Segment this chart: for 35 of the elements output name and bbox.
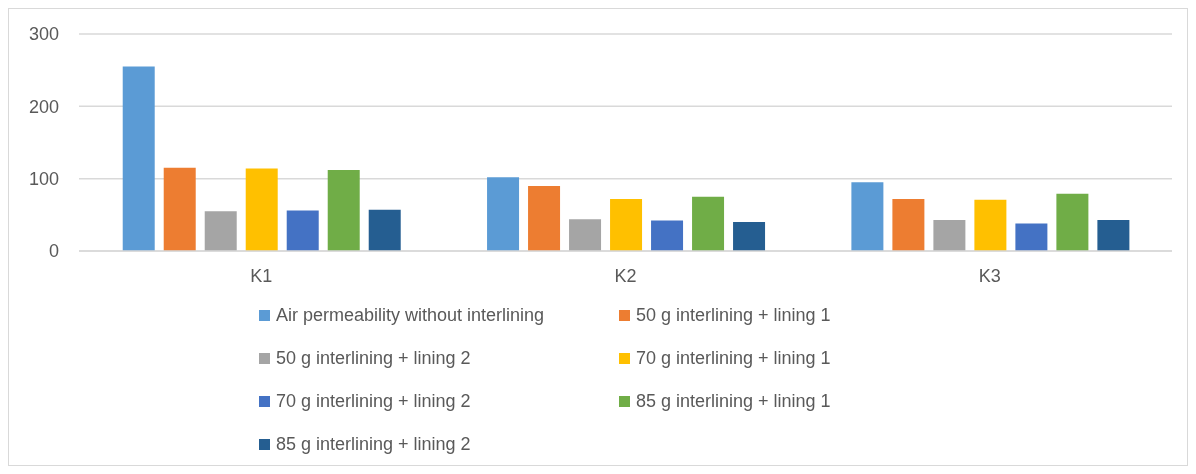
y-tick-label: 300	[28, 24, 59, 45]
bar	[245, 168, 278, 251]
x-tick-label: K1	[250, 265, 273, 286]
legend-label: Air permeability without interlining	[276, 305, 545, 326]
y-tick-label: 0	[48, 241, 59, 262]
bar	[163, 167, 196, 251]
y-tick-label: 100	[28, 169, 59, 190]
bar	[569, 219, 602, 251]
bar	[651, 220, 684, 251]
bar	[368, 209, 401, 251]
bar	[851, 182, 884, 251]
legend-label: 50 g interlining + lining 1	[636, 305, 831, 326]
bar	[974, 199, 1007, 251]
bar	[733, 222, 766, 251]
bar	[122, 66, 155, 251]
bar	[204, 211, 237, 251]
legend-label: 70 g interlining + lining 1	[636, 348, 831, 369]
y-tick-label: 200	[28, 96, 59, 117]
legend-label: 85 g interlining + lining 1	[636, 391, 831, 412]
legend-label: 70 g interlining + lining 2	[276, 391, 471, 412]
bar	[286, 210, 319, 251]
bar	[1056, 193, 1089, 251]
x-tick-label: K3	[978, 265, 1001, 286]
bar	[487, 177, 520, 251]
bar	[610, 198, 643, 251]
bar	[528, 185, 561, 251]
legend-label: 85 g interlining + lining 2	[276, 434, 471, 455]
legend-label: 50 g interlining + lining 2	[276, 348, 471, 369]
bar	[933, 219, 966, 251]
bar	[892, 198, 925, 251]
x-tick-label: K2	[614, 265, 637, 286]
bar	[1097, 219, 1130, 251]
bar	[327, 169, 360, 251]
bar	[1015, 223, 1048, 251]
bar	[692, 196, 725, 251]
